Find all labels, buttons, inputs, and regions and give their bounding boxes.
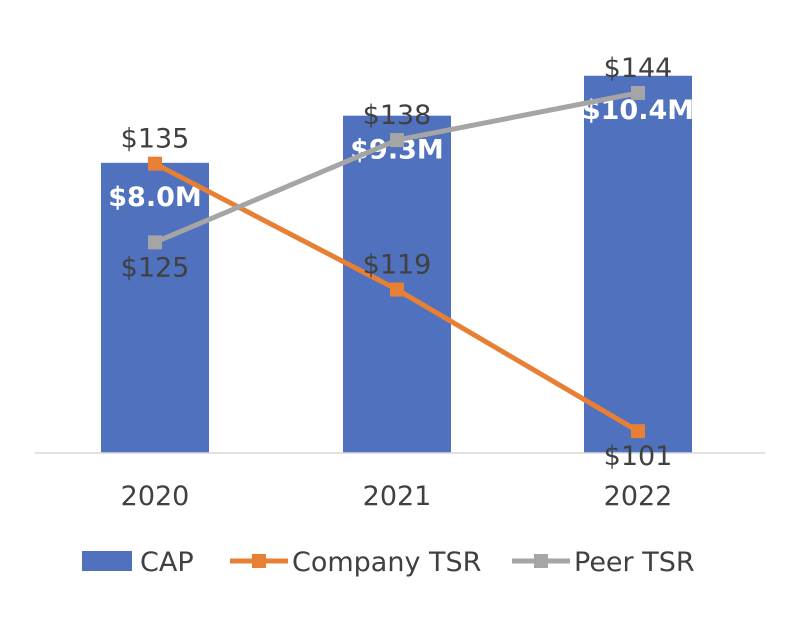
bar-data-label-2020: $8.0M xyxy=(108,182,202,213)
company-tsr-data-label-2022: $101 xyxy=(604,441,673,472)
company-tsr-point-2021 xyxy=(390,282,404,297)
company-tsr-data-label-2020: $135 xyxy=(121,124,190,155)
bar-2020 xyxy=(101,162,209,453)
peer-tsr-data-label-2021: $138 xyxy=(363,100,432,131)
peer-tsr-point-2022 xyxy=(631,85,645,100)
legend-marker-peer-tsr xyxy=(534,554,548,568)
bar-2022 xyxy=(584,75,692,453)
company-tsr-data-label-2021: $119 xyxy=(363,250,432,281)
x-tick-label-2021: 2021 xyxy=(363,481,432,512)
bar-series: $8.0M$9.3M$10.4M xyxy=(101,75,694,453)
peer-tsr-data-label-2022: $144 xyxy=(604,53,673,84)
x-tick-label-2020: 2020 xyxy=(121,481,190,512)
company-tsr-point-2020 xyxy=(148,156,162,171)
x-tick-label-2022: 2022 xyxy=(604,481,673,512)
company-tsr-point-2022 xyxy=(631,424,645,439)
legend-swatch-cap xyxy=(82,551,132,571)
legend: CAP Company TSR Peer TSR xyxy=(82,547,695,578)
line-series: $135 $119 $101 $125 $138 $144 xyxy=(121,53,673,472)
peer-tsr-point-2020 xyxy=(148,235,162,250)
peer-tsr-data-label-2020: $125 xyxy=(121,252,190,283)
legend-label-peer-tsr: Peer TSR xyxy=(574,547,695,578)
legend-label-company-tsr: Company TSR xyxy=(292,547,481,578)
peer-tsr-point-2021 xyxy=(390,133,404,148)
legend-label-cap: CAP xyxy=(140,547,194,578)
category-tick-labels: 2020 2021 2022 xyxy=(121,481,673,512)
legend-marker-company-tsr xyxy=(252,554,266,568)
